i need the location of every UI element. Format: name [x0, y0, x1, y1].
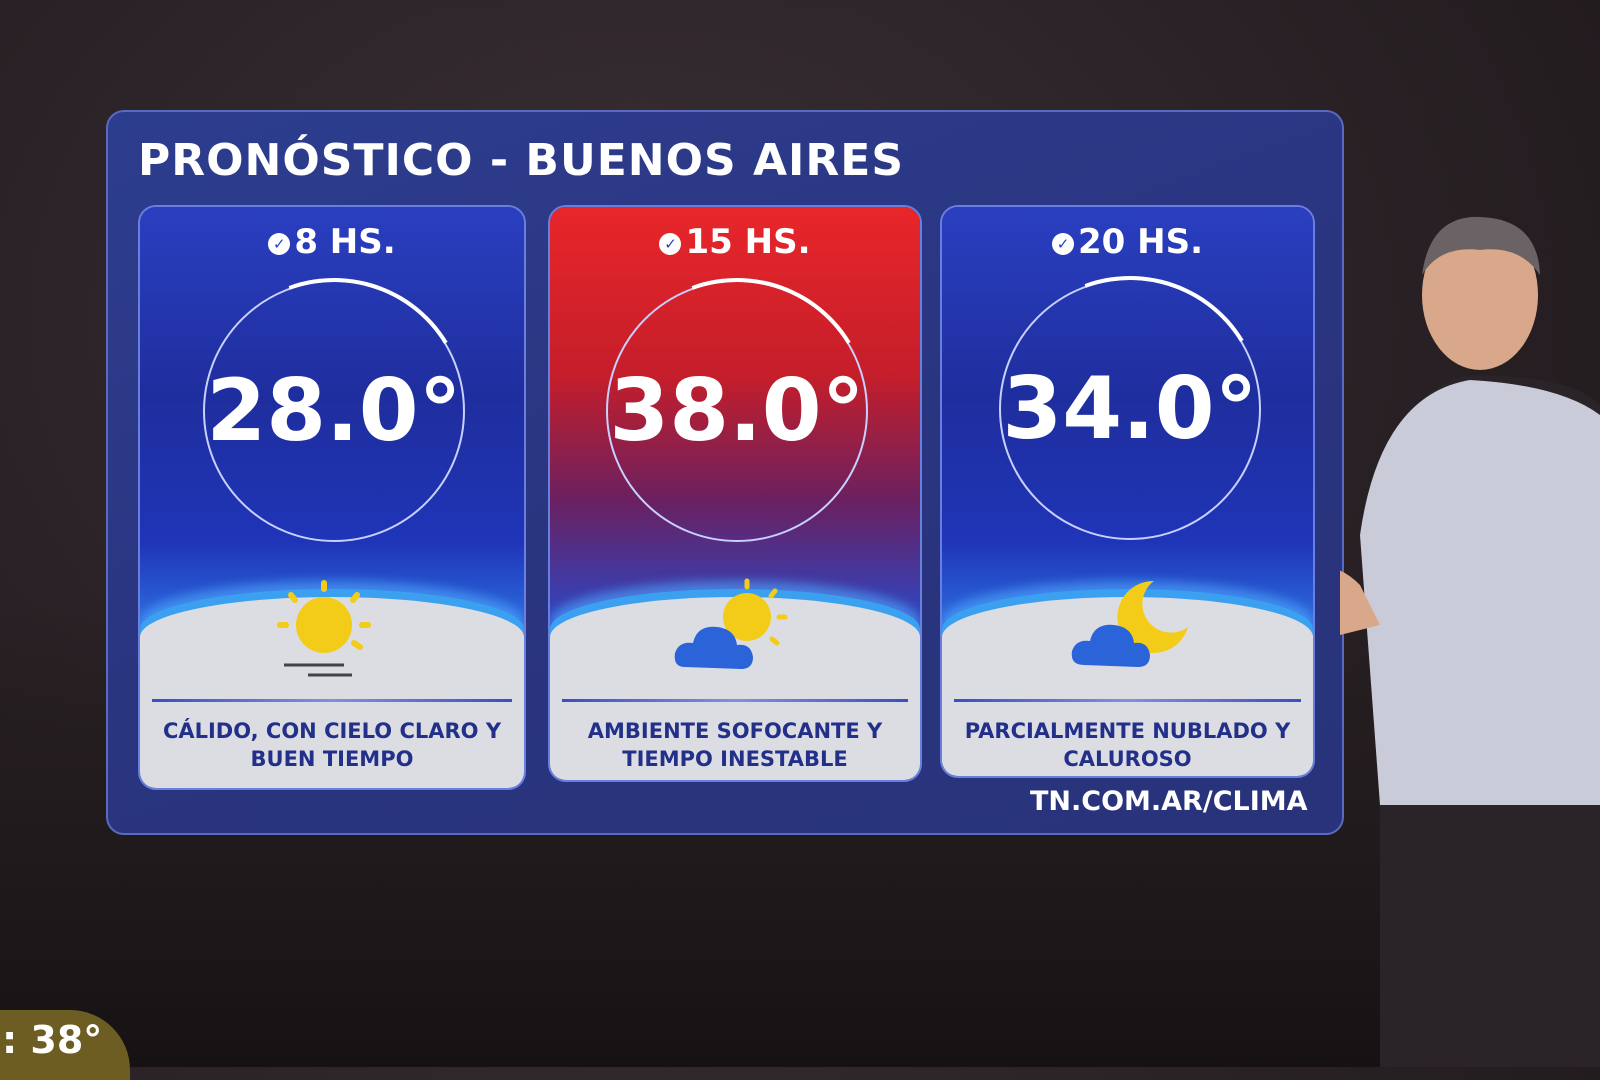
- temperature-circle: 28.0°: [203, 280, 465, 542]
- check-icon: ✓: [268, 233, 291, 255]
- cloud-moon-icon: [1071, 580, 1188, 667]
- presenter: [1340, 216, 1600, 1067]
- forecast-card-20: ✓ 20 HS. 34.0° PARCIALMENTE NUBLADO Y CAL…: [940, 205, 1315, 778]
- page-title: PRONÓSTICO - BUENOS AIRES: [138, 135, 905, 186]
- temperature-circle: 38.0°: [606, 280, 868, 542]
- website-url: TN.COM.AR/CLIMA: [1030, 786, 1308, 817]
- forecast-description: AMBIENTE SOFOCANTE Y TIEMPO INESTABLE: [587, 719, 883, 771]
- forecast-description: PARCIALMENTE NUBLADO Y CALUROSO: [964, 719, 1291, 771]
- check-icon: ✓: [1051, 233, 1074, 255]
- sun-icon: [277, 580, 371, 677]
- forecast-time: ✓ 8 HS.: [140, 222, 524, 262]
- forecast-time: ✓ 15 HS.: [550, 222, 920, 262]
- temperature-circle: 34.0°: [999, 278, 1261, 540]
- forecast-time: ✓ 20 HS.: [942, 222, 1313, 262]
- cloud-sun-icon: [674, 578, 788, 669]
- check-icon: ✓: [659, 233, 682, 255]
- forecast-card-15: ✓ 15 HS. 38.0° AMBIENTE SOFOCANTE Y TIEMP…: [548, 205, 922, 782]
- forecast-description: CÁLIDO, CON CIELO CLARO Y BUEN TIEMPO: [162, 719, 502, 771]
- forecast-card-8: ✓ 8 HS. 28.0° CÁLIDO, CON CIELO CLARO Y B…: [138, 205, 526, 790]
